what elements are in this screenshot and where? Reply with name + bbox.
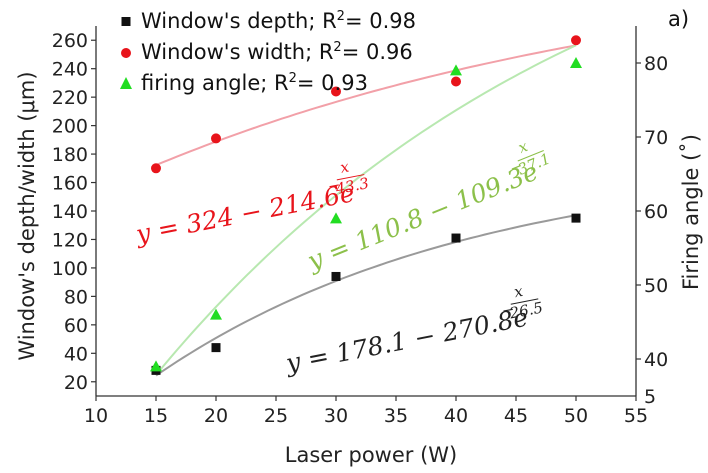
equation-text: y = 324 − 214.6e: [133, 178, 357, 249]
legend-label: Window's width; R2= 0.96: [141, 40, 413, 64]
data-point-width: [331, 86, 341, 97]
y-left-tick-label: 180: [52, 144, 88, 166]
data-point-depth: [571, 213, 581, 223]
x-tick-label: 25: [264, 405, 288, 427]
y-left-tick-label: 120: [52, 229, 88, 251]
fit-curve-1: [155, 44, 577, 167]
x-tick-label: 55: [624, 405, 648, 427]
data-point-width: [151, 163, 161, 174]
x-tick-label: 20: [204, 405, 228, 427]
legend-marker-firing-angle: [120, 77, 132, 89]
data-point-width: [571, 35, 581, 46]
data-point-firing-angle: [330, 212, 342, 224]
equation-fraction-bar: [336, 174, 365, 181]
y-left-tick-label: 140: [52, 201, 88, 223]
y-right-tick-label: 50: [644, 275, 668, 297]
legend-label: firing angle; R2= 0.93: [141, 71, 368, 95]
y-left-tick-label: 260: [52, 30, 88, 52]
equation-text: y = 110.8 − 109.3e: [302, 157, 542, 276]
equation-exp-minus: −: [507, 156, 525, 177]
equation-exp-minus: −: [326, 175, 342, 195]
fit-curve-0: [155, 214, 577, 377]
y-right-tick-label: 5: [644, 386, 656, 408]
x-tick-label: 15: [144, 405, 168, 427]
y-left-tick-label: 80: [64, 286, 88, 308]
y-left-tick-label: 100: [52, 258, 88, 280]
fit-curve-2: [155, 44, 577, 376]
data-point-depth: [331, 271, 341, 281]
data-point-depth: [211, 343, 221, 353]
y-right-tick-label: 70: [644, 127, 668, 149]
legend-label: Window's depth; R2= 0.98: [141, 9, 416, 33]
equation-exp-num: x: [516, 137, 531, 157]
y-left-tick-label: 200: [52, 116, 88, 138]
data-point-firing-angle: [210, 308, 222, 320]
equation-exp-num: x: [339, 157, 351, 176]
y-right-tick-label: 60: [644, 201, 668, 223]
y-left-tick-label: 220: [52, 87, 88, 109]
equation-text: y = 178.1 − 270.8e: [283, 303, 531, 379]
x-axis-title: Laser power (W): [285, 443, 457, 467]
x-tick-label: 40: [444, 405, 468, 427]
equation-exp-minus: −: [500, 300, 516, 320]
x-tick-label: 50: [564, 405, 588, 427]
data-point-firing-angle: [570, 57, 582, 68]
data-point-depth: [451, 233, 461, 243]
data-point-firing-angle: [450, 64, 462, 76]
legend-marker-width: [121, 48, 131, 58]
x-tick-label: 35: [384, 405, 408, 427]
y-left-tick-label: 240: [52, 59, 88, 81]
x-tick-label: 45: [504, 405, 528, 427]
y-left-tick-label: 40: [64, 343, 88, 365]
equation-exp-num: x: [513, 282, 525, 301]
data-point-width: [211, 133, 221, 144]
x-tick-label: 30: [324, 405, 348, 427]
data-point-firing-angle: [150, 360, 162, 372]
legend-marker-depth: [121, 17, 131, 26]
y-left-tick-label: 60: [64, 315, 88, 337]
y-left-tick-label: 160: [52, 173, 88, 195]
y-right-tick-label: 80: [644, 53, 668, 75]
y-right-tick-label: 40: [644, 349, 668, 371]
equation-fraction-bar: [517, 150, 544, 162]
y-right-axis-title: Firing angle (˚): [679, 134, 703, 290]
y-left-tick-label: 20: [64, 372, 88, 394]
data-point-width: [451, 76, 461, 87]
equation-fraction-bar: [510, 298, 539, 305]
x-tick-label: 10: [84, 405, 108, 427]
fit-equation-0: y = 178.1 − 270.8e−x26.5: [283, 282, 545, 379]
y-left-axis-title: Window's depth/width (μm): [15, 71, 39, 360]
panel-label: a): [668, 7, 689, 31]
